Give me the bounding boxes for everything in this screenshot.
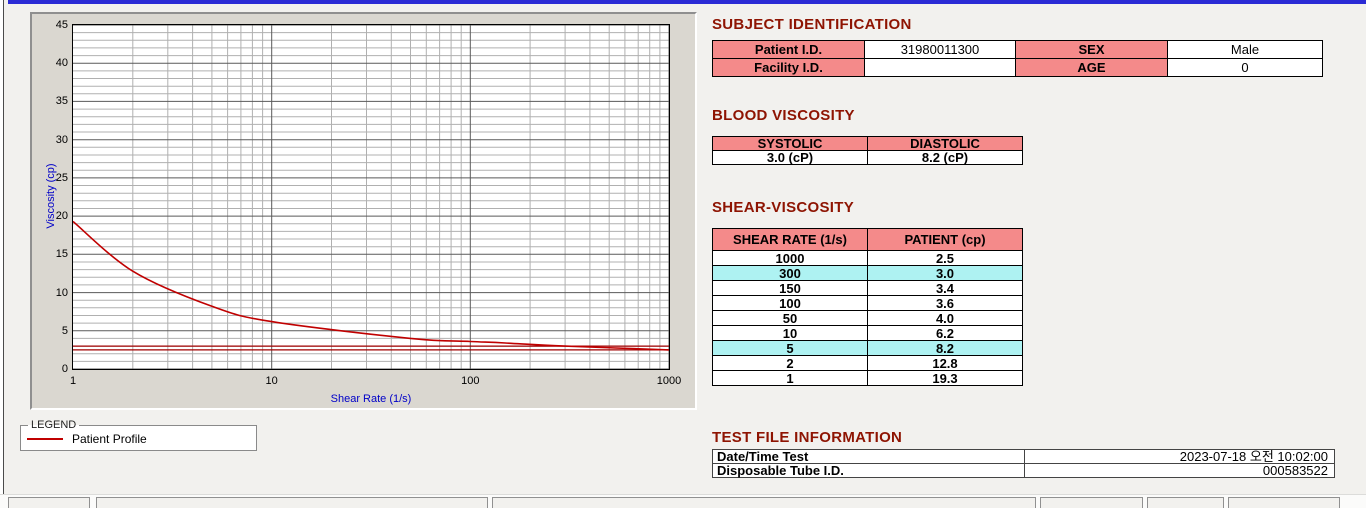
subject-row-2: Facility I.D. AGE 0	[712, 58, 1323, 77]
patient-id-label: Patient I.D.	[712, 40, 865, 59]
legend-title: LEGEND	[31, 419, 77, 431]
shear-rate-value: 1	[712, 370, 868, 386]
date-time-value: 2023-07-18 오전 10:02:00	[1024, 449, 1335, 464]
y-tick-label: 0	[61, 363, 68, 375]
tube-id-value: 000583522	[1024, 463, 1335, 478]
test-file-information-table: Date/Time Test 2023-07-18 오전 10:02:00 Di…	[712, 449, 1335, 478]
shear-rate-value: 2	[712, 355, 868, 371]
y-tick-label: 45	[55, 19, 68, 31]
age-label: AGE	[1015, 58, 1168, 77]
shear-row: 150 3.4	[712, 280, 1023, 296]
tube-id-row: Disposable Tube I.D. 000583522	[712, 463, 1335, 478]
patient-viscosity-value: 3.4	[867, 280, 1023, 296]
viscosity-curve-chart	[73, 25, 669, 369]
shear-rate-value: 1000	[712, 250, 868, 266]
shear-viscosity-title: SHEAR-VISCOSITY	[712, 199, 855, 216]
shear-row: 100 3.6	[712, 295, 1023, 311]
patient-viscosity-value: 4.0	[867, 310, 1023, 326]
shear-rate-value: 150	[712, 280, 868, 296]
bottom-cropped-panel	[1228, 497, 1340, 508]
patient-id-value: 31980011300	[864, 40, 1016, 59]
subject-identification-title: SUBJECT IDENTIFICATION	[712, 16, 912, 33]
legend-entry-label: Patient Profile	[72, 432, 147, 446]
y-tick-label: 20	[55, 210, 68, 223]
y-tick-label: 25	[55, 171, 68, 184]
blood-viscosity-title: BLOOD VISCOSITY	[712, 107, 855, 124]
viscosity-chart-panel: Viscosity (cp) Shear Rate (1/s) 0 5 10 15 20…	[30, 12, 697, 410]
legend-line-sample	[27, 438, 63, 440]
shear-row: 50 4.0	[712, 310, 1023, 326]
patient-viscosity-value: 19.3	[867, 370, 1023, 386]
subject-identification-table: Patient I.D. 31980011300 SEX Male Facili…	[712, 40, 1323, 77]
facility-id-label: Facility I.D.	[712, 58, 865, 77]
patient-column-header: PATIENT (cp)	[867, 228, 1023, 251]
x-axis-label: Shear Rate (1/s)	[330, 393, 412, 405]
shear-rate-value: 100	[712, 295, 868, 311]
diastolic-header: DIASTOLIC	[867, 136, 1023, 151]
patient-viscosity-value: 3.0	[867, 265, 1023, 281]
x-tick-label: 100	[461, 375, 480, 387]
shear-row: 10 6.2	[712, 325, 1023, 341]
systolic-header: SYSTOLIC	[712, 136, 868, 151]
y-tick-label: 35	[55, 95, 68, 108]
bottom-toolbar-band	[0, 494, 1366, 508]
shear-rate-column-header: SHEAR RATE (1/s)	[712, 228, 868, 251]
sex-value: Male	[1167, 40, 1323, 59]
shear-rate-value: 50	[712, 310, 868, 326]
shear-row: 1000 2.5	[712, 250, 1023, 266]
plot-area	[72, 24, 670, 370]
legend-entry: Patient Profile	[27, 432, 250, 446]
blood-viscosity-table: SYSTOLIC DIASTOLIC 3.0 (cP) 8.2 (cP)	[712, 136, 1023, 165]
bottom-cropped-panel	[1040, 497, 1143, 508]
bottom-cropped-panel	[8, 497, 90, 508]
systolic-value: 3.0 (cP)	[712, 150, 868, 165]
bottom-cropped-panel	[96, 497, 488, 508]
x-tick-label: 1	[69, 375, 77, 387]
sex-label: SEX	[1015, 40, 1168, 59]
date-time-label: Date/Time Test	[712, 449, 1025, 464]
y-tick-label: 40	[55, 57, 68, 70]
chart-inner: Viscosity (cp) Shear Rate (1/s) 0 5 10 15 20…	[32, 14, 695, 408]
x-tick-label: 1000	[656, 375, 682, 387]
test-file-information-title: TEST FILE INFORMATION	[712, 429, 903, 446]
patient-viscosity-value: 2.5	[867, 250, 1023, 266]
diastolic-value: 8.2 (cP)	[867, 150, 1023, 165]
shear-rate-value: 5	[712, 340, 868, 356]
patient-viscosity-value: 8.2	[867, 340, 1023, 356]
age-value: 0	[1167, 58, 1323, 77]
date-time-row: Date/Time Test 2023-07-18 오전 10:02:00	[712, 449, 1335, 464]
shear-viscosity-table: SHEAR RATE (1/s) PATIENT (cp) 1000 2.5 3…	[712, 228, 1023, 386]
shear-rate-value: 300	[712, 265, 868, 281]
blood-viscosity-value-row: 3.0 (cP) 8.2 (cP)	[712, 150, 1023, 165]
facility-id-value	[864, 58, 1016, 77]
legend-box: LEGEND Patient Profile	[20, 419, 257, 451]
y-tick-label: 15	[55, 248, 68, 261]
window-left-edge	[3, 0, 4, 508]
patient-viscosity-value: 3.6	[867, 295, 1023, 311]
shear-row: 5 8.2	[712, 340, 1023, 356]
patient-viscosity-value: 6.2	[867, 325, 1023, 341]
bottom-cropped-panel	[492, 497, 1036, 508]
tube-id-label: Disposable Tube I.D.	[712, 463, 1025, 478]
shear-row: 1 19.3	[712, 370, 1023, 386]
shear-row: 2 12.8	[712, 355, 1023, 371]
shear-rate-value: 10	[712, 325, 868, 341]
x-tick-label: 10	[265, 375, 278, 387]
y-axis-label: Viscosity (cp)	[45, 163, 57, 229]
y-tick-label: 30	[55, 133, 68, 146]
y-tick-label: 10	[55, 286, 68, 299]
bottom-cropped-panel	[1147, 497, 1224, 508]
titlebar-remnant	[8, 0, 1366, 4]
subject-row-1: Patient I.D. 31980011300 SEX Male	[712, 40, 1323, 59]
shear-table-header-row: SHEAR RATE (1/s) PATIENT (cp)	[712, 228, 1023, 251]
patient-viscosity-value: 12.8	[867, 355, 1023, 371]
y-tick-label: 5	[61, 324, 68, 337]
window-left-margin	[0, 0, 3, 508]
shear-row: 300 3.0	[712, 265, 1023, 281]
blood-viscosity-header-row: SYSTOLIC DIASTOLIC	[712, 136, 1023, 151]
